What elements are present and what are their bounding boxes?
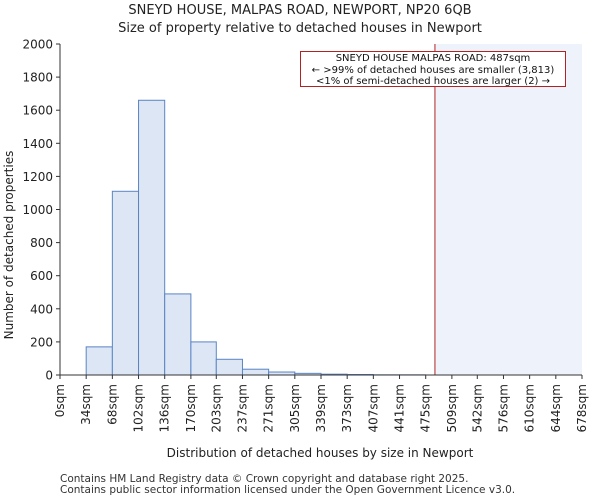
x-tick-label: 407sqm: [366, 384, 380, 432]
histogram-bar: [138, 99, 166, 376]
highlight-region: [434, 44, 582, 375]
y-tick-label: 800: [30, 236, 53, 250]
property-annotation: SNEYD HOUSE MALPAS ROAD: 487sqm ← >99% o…: [300, 51, 566, 87]
x-tick-label: 136sqm: [158, 384, 172, 432]
x-tick-label: 0sqm: [53, 384, 67, 417]
y-tick-label: 600: [30, 269, 53, 283]
annotation-line-3: <1% of semi-detached houses are larger (…: [315, 76, 551, 87]
y-tick-label: 400: [30, 302, 53, 316]
y-tick-label: 0: [45, 369, 53, 383]
x-tick-label: 34sqm: [79, 384, 93, 425]
y-tick-label: 2000: [22, 38, 53, 52]
y-tick-label: 1600: [22, 104, 53, 118]
x-tick-label: 644sqm: [549, 384, 563, 432]
x-tick-label: 102sqm: [132, 384, 146, 432]
x-tick-label: 237sqm: [235, 384, 249, 432]
x-tick-label: 610sqm: [523, 384, 537, 432]
y-axis-label: Number of detached properties: [2, 151, 16, 340]
chart-title: SNEYD HOUSE, MALPAS ROAD, NEWPORT, NP20 …: [128, 3, 472, 18]
histogram-bar: [241, 368, 270, 376]
x-tick-label: 305sqm: [288, 384, 302, 432]
histogram-bar: [164, 293, 192, 376]
x-tick-label: 203sqm: [209, 384, 223, 432]
y-tick-label: 1000: [22, 203, 53, 217]
x-tick-label: 576sqm: [496, 384, 510, 432]
x-tick-label: 678sqm: [575, 384, 589, 432]
x-tick-label: 441sqm: [393, 384, 407, 432]
x-axis-label: Distribution of detached houses by size …: [167, 446, 474, 460]
x-tick-label: 271sqm: [262, 384, 276, 432]
y-tick-label: 200: [30, 335, 53, 349]
x-tick-label: 475sqm: [419, 384, 433, 432]
y-tick-label: 1400: [22, 137, 53, 151]
x-tick-label: 509sqm: [445, 384, 459, 432]
x-tick-label: 542sqm: [470, 384, 484, 432]
annotation-line-1: SNEYD HOUSE MALPAS ROAD: 487sqm: [335, 53, 531, 64]
y-tick-label: 1200: [22, 170, 53, 184]
annotation-line-2: ← >99% of detached houses are smaller (3…: [311, 64, 555, 76]
histogram-bar: [111, 190, 140, 376]
x-tick-label: 170sqm: [184, 384, 198, 432]
x-tick-label: 373sqm: [340, 384, 354, 432]
y-tick-label: 1800: [22, 71, 53, 85]
histogram-bar: [190, 341, 217, 376]
chart-subtitle: Size of property relative to detached ho…: [118, 21, 482, 36]
histogram-bar: [85, 346, 113, 376]
histogram-bar: [215, 358, 243, 376]
x-tick-label: 339sqm: [314, 384, 328, 432]
footer-line-2: Contains public sector information licen…: [60, 484, 516, 496]
x-tick-label: 68sqm: [105, 384, 119, 425]
footer-line-1: Contains HM Land Registry data © Crown c…: [60, 473, 469, 485]
